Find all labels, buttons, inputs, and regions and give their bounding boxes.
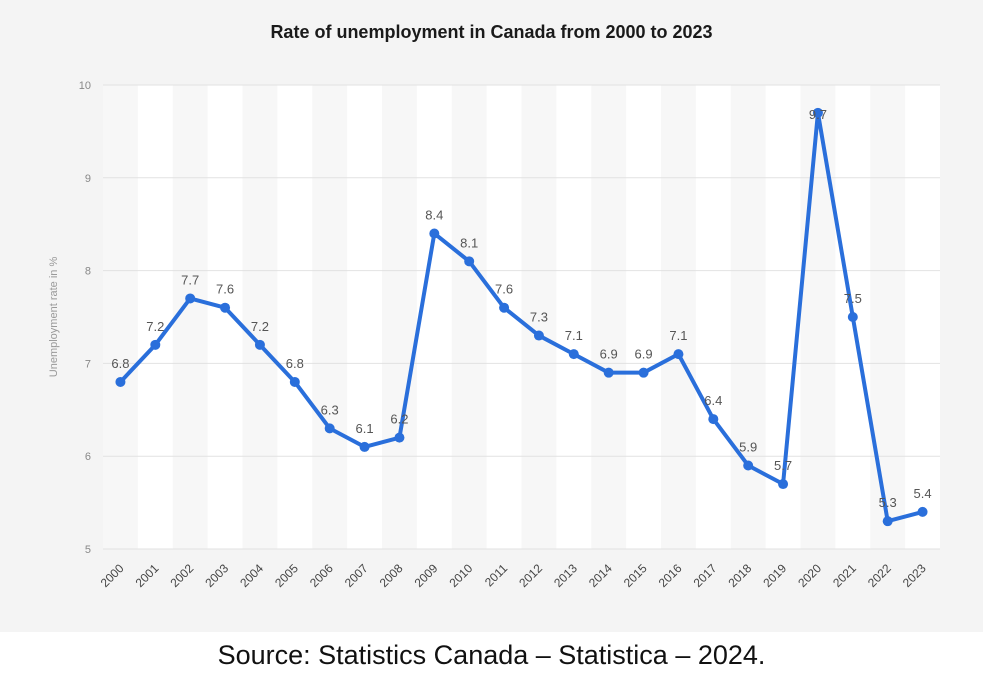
column-band — [347, 85, 382, 549]
column-band — [556, 85, 592, 549]
data-point — [568, 349, 579, 360]
data-label: 6.1 — [356, 421, 374, 436]
data-point — [150, 339, 161, 350]
data-point — [743, 460, 754, 471]
data-label: 6.4 — [704, 393, 722, 408]
x-tick-label: 2013 — [551, 561, 580, 590]
x-tick-label: 2018 — [726, 561, 755, 590]
data-label: 6.8 — [111, 356, 129, 371]
y-axis-title: Unemployment rate in % — [48, 257, 60, 378]
y-tick-label: 10 — [79, 80, 91, 92]
column-band — [695, 85, 731, 549]
data-label: 7.6 — [216, 282, 234, 297]
data-label: 9.7 — [809, 107, 827, 122]
x-tick-label: 2007 — [342, 561, 371, 590]
data-point — [220, 302, 231, 313]
data-point — [812, 107, 823, 118]
data-point — [185, 293, 196, 304]
data-label: 6.9 — [635, 347, 653, 362]
data-point — [394, 432, 405, 443]
x-tick-label: 2012 — [516, 561, 545, 590]
data-label: 6.8 — [286, 356, 304, 371]
data-point — [708, 414, 719, 425]
x-tick-label: 2015 — [621, 561, 650, 590]
data-label: 7.5 — [844, 291, 862, 306]
data-label: 7.2 — [251, 319, 269, 334]
data-point — [254, 339, 265, 350]
y-tick-label: 9 — [85, 173, 91, 185]
data-label: 6.9 — [600, 347, 618, 362]
data-label: 6.3 — [321, 402, 339, 417]
data-label: 7.3 — [530, 310, 548, 325]
source-caption: Source: Statistics Canada – Statistica –… — [217, 640, 766, 670]
data-point — [289, 376, 300, 387]
column-band — [905, 85, 940, 549]
data-point — [638, 367, 649, 378]
x-tick-label: 2014 — [586, 561, 615, 590]
column-band — [137, 85, 173, 549]
y-tick-label: 5 — [85, 544, 91, 556]
x-tick-label: 2016 — [656, 561, 685, 590]
data-point — [882, 516, 893, 527]
x-tick-label: 2004 — [237, 561, 266, 590]
series-line — [118, 110, 925, 524]
x-tick-label: 2008 — [377, 561, 406, 590]
data-point — [359, 441, 370, 452]
x-tick-label: 2000 — [98, 561, 127, 590]
x-tick-label: 2009 — [412, 561, 441, 590]
y-tick-label: 8 — [85, 266, 91, 278]
x-tick-label: 2002 — [168, 561, 197, 590]
y-tick-label: 7 — [85, 358, 91, 370]
data-label: 7.2 — [146, 319, 164, 334]
x-tick-label: 2019 — [760, 561, 789, 590]
data-label: 7.1 — [669, 328, 687, 343]
data-point — [917, 506, 928, 517]
x-tick-label: 2020 — [795, 561, 824, 590]
x-tick-label: 2021 — [830, 561, 859, 590]
data-label: 5.3 — [879, 495, 897, 510]
data-label: 7.1 — [565, 328, 583, 343]
x-tick-label: 2006 — [307, 561, 336, 590]
x-tick-label: 2010 — [447, 561, 476, 590]
x-tick-label: 2003 — [202, 561, 231, 590]
column-band — [416, 85, 452, 549]
data-point — [115, 376, 126, 387]
data-point — [533, 330, 544, 341]
x-tick-label: 2001 — [133, 561, 162, 590]
data-label: 8.4 — [425, 207, 443, 222]
data-label: 6.2 — [390, 412, 408, 427]
data-point — [673, 349, 684, 360]
chart-title: Rate of unemployment in Canada from 2000… — [270, 22, 713, 42]
x-tick-label: 2017 — [691, 561, 720, 590]
y-tick-label: 6 — [85, 451, 91, 463]
data-label: 7.6 — [495, 282, 513, 297]
data-point — [603, 367, 614, 378]
data-point — [499, 302, 510, 313]
x-tick-label: 2011 — [482, 561, 510, 589]
data-label: 5.7 — [774, 458, 792, 473]
data-label: 5.9 — [739, 439, 757, 454]
data-point — [847, 312, 858, 322]
chart-panel: Rate of unemployment in Canada from 2000… — [0, 0, 983, 632]
x-tick-label: 2022 — [865, 561, 894, 590]
data-label: 5.4 — [914, 486, 932, 501]
data-point — [429, 228, 440, 239]
data-label: 7.7 — [181, 272, 199, 287]
data-point — [778, 479, 789, 490]
data-point — [464, 256, 475, 267]
x-tick-label: 2005 — [272, 561, 301, 590]
data-point — [324, 423, 335, 434]
data-label: 8.1 — [460, 235, 478, 250]
column-band — [207, 85, 243, 549]
column-band — [626, 85, 661, 549]
x-tick-label: 2023 — [900, 561, 929, 590]
column-band — [277, 85, 313, 549]
